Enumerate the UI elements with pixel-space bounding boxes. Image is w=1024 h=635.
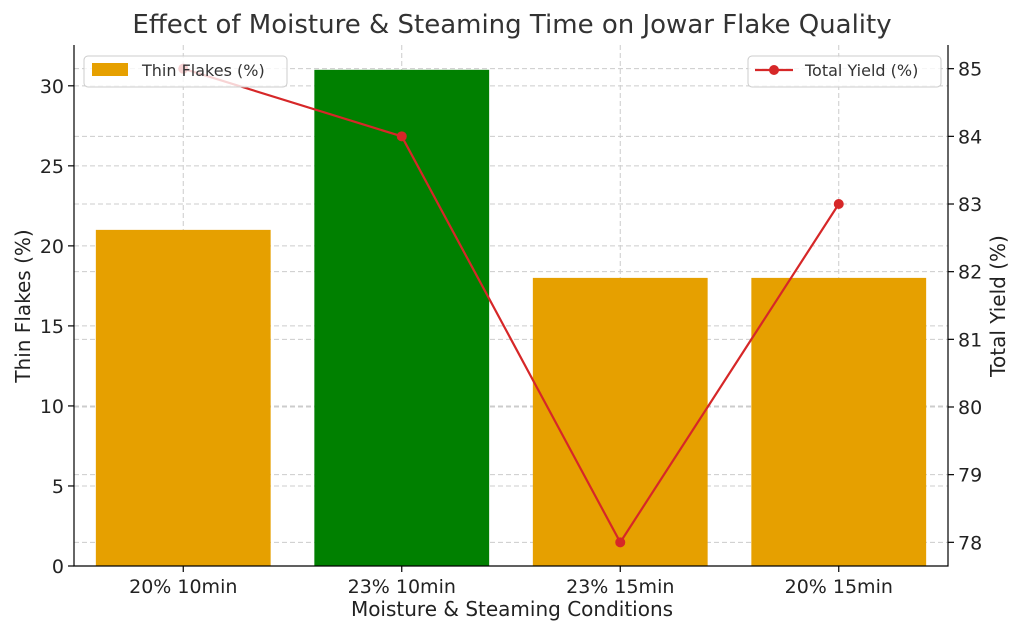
left-tick-label: 30 xyxy=(40,76,64,98)
x-tick-label: 20% 15min xyxy=(785,576,893,598)
right-tick-label: 78 xyxy=(958,532,982,554)
bar-legend-swatch xyxy=(92,63,128,76)
left-axis-label: Thin Flakes (%) xyxy=(11,229,35,383)
left-tick-label: 25 xyxy=(40,156,64,178)
line-legend: Total Yield (%) xyxy=(747,55,942,88)
bar-legend: Thin Flakes (%) xyxy=(83,55,288,88)
right-tick-label: 82 xyxy=(958,262,982,284)
right-tick-label: 79 xyxy=(958,465,982,487)
right-tick-label: 83 xyxy=(958,194,982,216)
bar xyxy=(751,277,927,566)
bar-series xyxy=(95,69,927,567)
axes: 0 5 10 15 20 25 30 78 79 80 81 82 83 84 85 20% 10min 23%… xyxy=(40,45,982,598)
line-legend-label: Total Yield (%) xyxy=(804,61,918,80)
right-tick-label: 84 xyxy=(958,126,982,148)
line-legend-box xyxy=(747,55,942,88)
right-tick-label: 85 xyxy=(958,59,982,81)
bar xyxy=(314,69,490,567)
yield-point xyxy=(833,199,844,210)
line-legend-marker xyxy=(769,65,779,75)
axis-spines xyxy=(73,45,949,567)
x-tick-label: 20% 10min xyxy=(129,576,237,598)
left-tick-label: 10 xyxy=(40,396,64,418)
left-tick-label: 20 xyxy=(40,236,64,258)
yield-line xyxy=(182,67,840,545)
right-tick-label: 80 xyxy=(958,397,982,419)
bar xyxy=(95,229,271,566)
left-tick-label: 15 xyxy=(40,316,64,338)
yield-point xyxy=(615,537,626,548)
right-axis-label: Total Yield (%) xyxy=(986,235,1010,378)
bar-legend-box xyxy=(83,55,288,88)
chart-title: Effect of Moisture & Steaming Time on Jo… xyxy=(132,10,891,40)
x-tick-label: 23% 15min xyxy=(566,576,674,598)
left-tick-label: 5 xyxy=(52,476,64,498)
left-tick-label: 0 xyxy=(52,556,64,578)
right-tick-label: 81 xyxy=(958,329,982,351)
bar xyxy=(532,277,708,566)
yield-point xyxy=(396,131,407,142)
x-axis-label: Moisture & Steaming Conditions xyxy=(351,597,673,621)
x-tick-label: 23% 10min xyxy=(348,576,456,598)
bar-legend-label: Thin Flakes (%) xyxy=(141,61,265,80)
